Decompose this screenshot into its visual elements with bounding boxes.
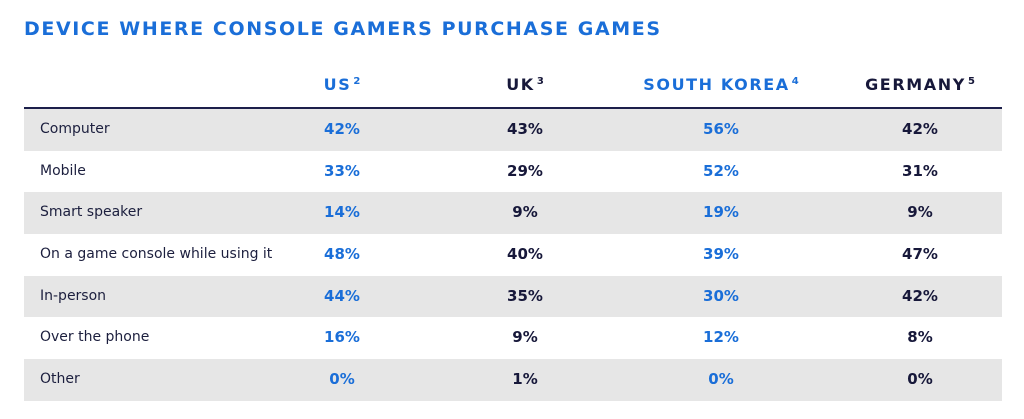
cell-uk: 40% — [507, 245, 543, 264]
column-footnote: 5 — [967, 76, 975, 87]
column-header-us: US 2 — [232, 75, 452, 94]
chart-title: DEVICE WHERE CONSOLE GAMERS PURCHASE GAM… — [24, 18, 662, 40]
column-header-label: GERMANY — [865, 75, 966, 94]
column-footnote: 4 — [791, 76, 799, 87]
table-row: Other 0% 1% 0% 0% — [24, 359, 1002, 401]
table-row: Over the phone 16% 9% 12% 8% — [24, 317, 1002, 359]
cell-uk: 9% — [512, 203, 538, 222]
table-row: In-person 44% 35% 30% 42% — [24, 275, 1002, 318]
cell-us: 44% — [324, 286, 360, 305]
table-row: Smart speaker 14% 9% 19% 9% — [24, 192, 1002, 235]
data-table: Computer 42% 43% 56% 42% Mobile 33% 29% … — [24, 109, 1002, 401]
cell-us: 0% — [329, 370, 355, 389]
cell-uk: 29% — [507, 161, 543, 180]
cell-uk: 43% — [507, 120, 543, 138]
cell-germany: 42% — [902, 120, 938, 138]
table-row: Mobile 33% 29% 52% 31% — [24, 151, 1002, 193]
column-header-uk: UK 3 — [415, 75, 635, 94]
cell-germany: 42% — [902, 286, 938, 305]
cell-uk: 1% — [512, 370, 538, 389]
cell-us: 42% — [324, 120, 360, 138]
cell-germany: 8% — [907, 328, 933, 347]
table-row: Computer 42% 43% 56% 42% — [24, 109, 1002, 151]
row-label: Over the phone — [40, 329, 150, 346]
cell-south-korea: 39% — [703, 245, 739, 264]
cell-south-korea: 30% — [703, 286, 739, 305]
row-label: Smart speaker — [40, 204, 143, 221]
table-header: US 2 UK 3 SOUTH KOREA 4 GERMANY 5 — [24, 75, 1002, 107]
column-footnote: 2 — [353, 76, 361, 87]
column-header-label: UK — [506, 75, 535, 94]
table-row: On a game console while using it 48% 40%… — [24, 234, 1002, 276]
cell-germany: 0% — [907, 370, 933, 389]
cell-germany: 31% — [902, 161, 938, 180]
column-header-label: US — [323, 75, 352, 94]
row-label: Mobile — [40, 162, 86, 179]
cell-south-korea: 12% — [703, 328, 739, 347]
column-footnote: 3 — [536, 76, 544, 87]
cell-us: 48% — [324, 245, 360, 264]
row-label: Computer — [40, 121, 110, 137]
cell-south-korea: 19% — [703, 203, 739, 222]
column-header-label: SOUTH KOREA — [643, 75, 790, 94]
cell-germany: 9% — [907, 203, 933, 222]
row-label: Other — [40, 371, 80, 388]
row-label: In-person — [40, 287, 107, 304]
header-divider — [24, 107, 1002, 109]
row-label: On a game console while using it — [40, 246, 273, 263]
cell-south-korea: 56% — [703, 120, 739, 138]
cell-south-korea: 0% — [708, 370, 734, 389]
cell-us: 33% — [324, 161, 360, 180]
cell-us: 14% — [324, 203, 360, 222]
cell-us: 16% — [324, 328, 360, 347]
cell-south-korea: 52% — [703, 161, 739, 180]
cell-germany: 47% — [902, 245, 938, 264]
column-header-south-korea: SOUTH KOREA 4 — [611, 75, 831, 94]
cell-uk: 35% — [507, 286, 543, 305]
column-header-germany: GERMANY 5 — [810, 75, 1024, 94]
cell-uk: 9% — [512, 328, 538, 347]
